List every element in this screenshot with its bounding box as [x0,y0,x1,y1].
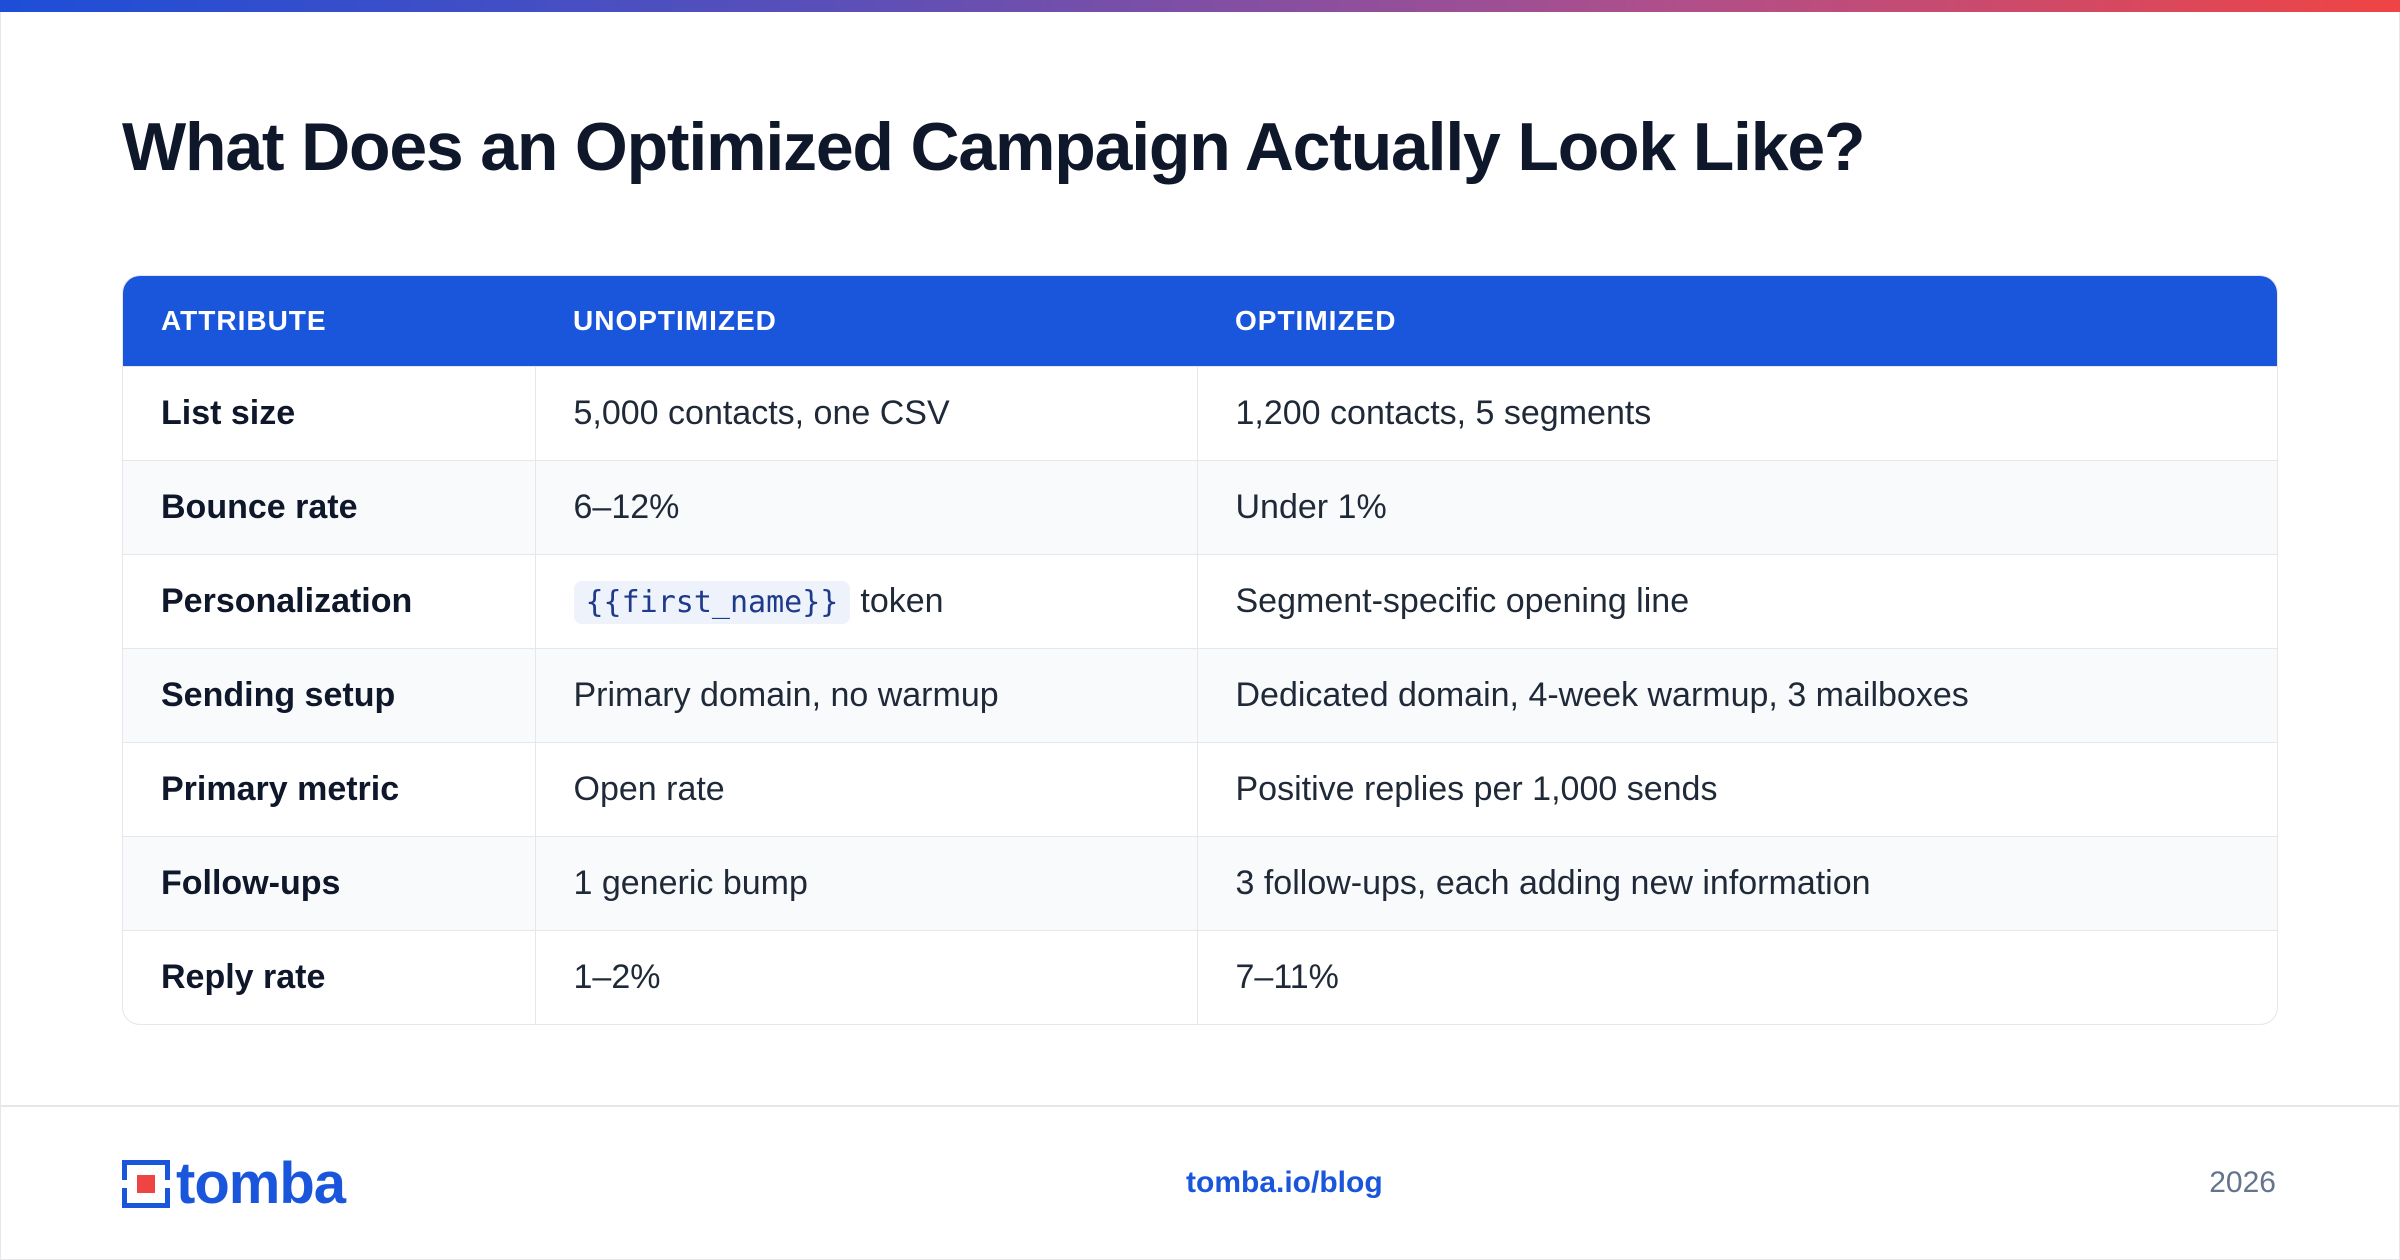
footer-year: 2026 [2209,1166,2276,1199]
unoptimized-cell: 6–12% [534,459,1197,554]
optimized-cell: Under 1% [1196,459,2277,554]
table-row: Reply rate 1–2% 7–11% [123,929,2277,1024]
blog-link[interactable]: tomba.io/blog [1186,1166,1383,1199]
table-row: Sending setup Primary domain, no warmup … [123,647,2277,742]
optimized-cell: 7–11% [1196,929,2277,1024]
attribute-cell: Bounce rate [123,459,535,554]
footer-divider [0,1105,2400,1107]
token-suffix: token [860,581,944,620]
table-row: Personalization {{first_name}} token Segm… [123,553,2277,648]
comparison-table: ATTRIBUTE UNOPTIMIZED OPTIMIZED List siz… [122,275,2278,1025]
attribute-cell: Sending setup [123,647,535,742]
table-row: List size 5,000 contacts, one CSV 1,200 … [123,365,2277,460]
attribute-cell: Personalization [123,553,535,648]
attribute-cell: Reply rate [123,929,535,1024]
unoptimized-cell: Open rate [534,741,1197,836]
optimized-cell: Positive replies per 1,000 sends [1196,741,2277,836]
page-title: What Does an Optimized Campaign Actually… [122,109,1865,185]
table-row: Follow-ups 1 generic bump 3 follow-ups, … [123,835,2277,930]
table-header-row: ATTRIBUTE UNOPTIMIZED OPTIMIZED [123,276,2277,366]
header-attribute: ATTRIBUTE [161,304,327,336]
logo-wordmark: tomba [176,1151,346,1216]
unoptimized-cell: {{first_name}} token [534,553,1197,648]
unoptimized-cell: 5,000 contacts, one CSV [534,365,1197,460]
attribute-cell: List size [123,365,535,460]
code-token: {{first_name}} [573,580,851,624]
gradient-top-bar [0,0,2400,12]
header-unoptimized: UNOPTIMIZED [573,304,777,336]
unoptimized-cell: 1 generic bump [534,835,1197,930]
unoptimized-cell: 1–2% [534,929,1197,1024]
table-row: Primary metric Open rate Positive replie… [123,741,2277,836]
attribute-cell: Primary metric [123,741,535,836]
unoptimized-cell: Primary domain, no warmup [534,647,1197,742]
attribute-cell: Follow-ups [123,835,535,930]
optimized-cell: 3 follow-ups, each adding new informatio… [1196,835,2277,930]
table-row: Bounce rate 6–12% Under 1% [123,459,2277,554]
optimized-cell: Dedicated domain, 4-week warmup, 3 mailb… [1196,647,2277,742]
optimized-cell: 1,200 contacts, 5 segments [1196,365,2277,460]
optimized-cell: Segment-specific opening line [1196,553,2277,648]
tomba-logo-icon [122,1160,170,1208]
tomba-logo: tomba [122,1151,346,1216]
header-optimized: OPTIMIZED [1235,304,1397,336]
